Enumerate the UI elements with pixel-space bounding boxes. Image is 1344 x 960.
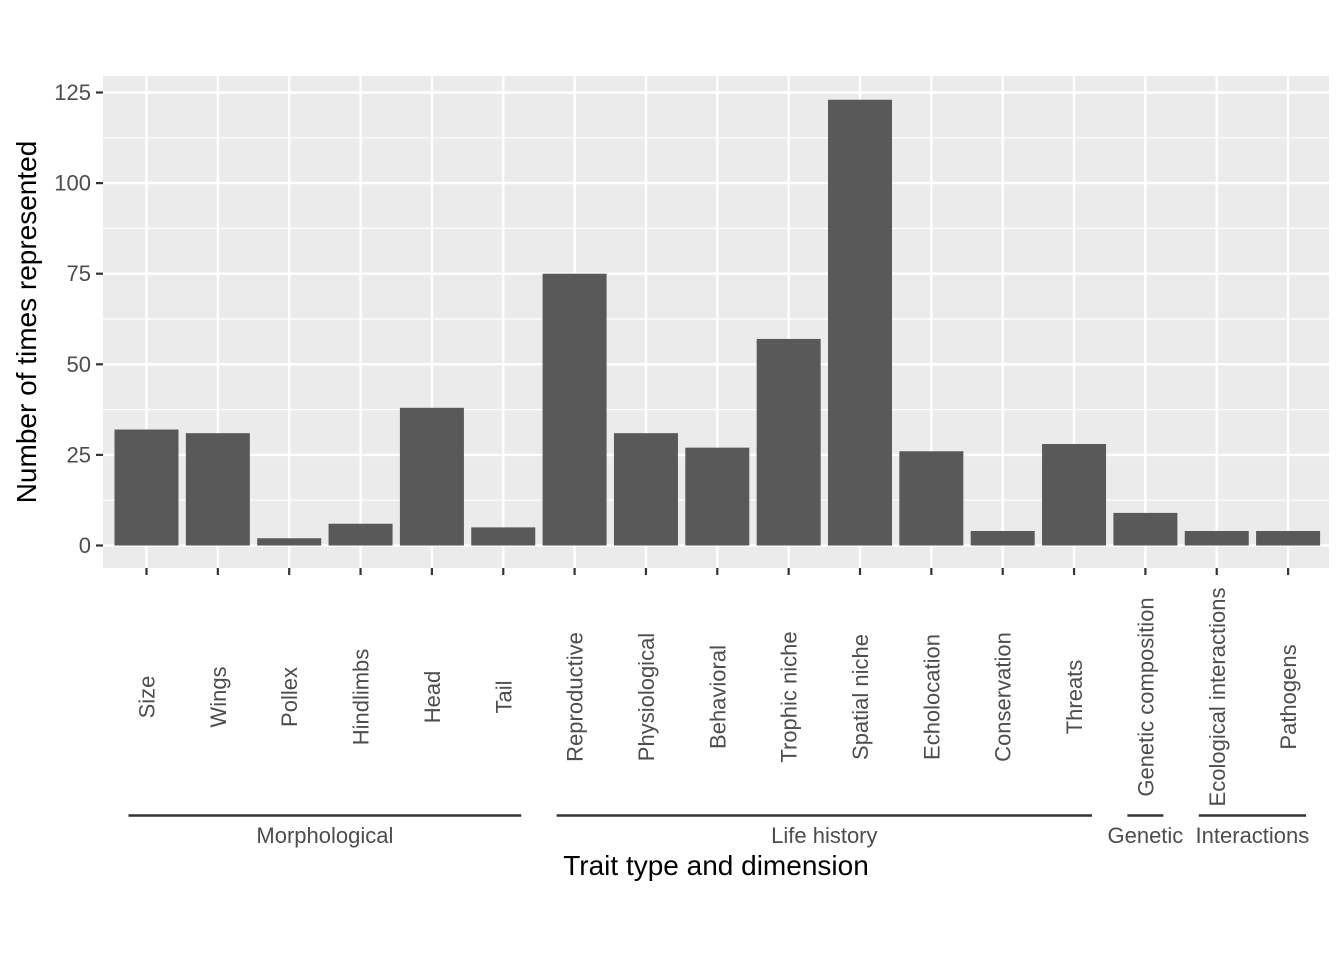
group-label: Genetic [1107,823,1183,848]
x-tick-label: Echolocation [919,634,944,760]
x-tick-label: Conservation [991,632,1016,762]
y-axis: 0 25 50 75 100 125 [54,80,103,558]
x-tick-label: Pollex [277,667,302,727]
y-tick-label: 0 [79,533,91,558]
bars [114,99,1321,546]
x-tick-label: Reproductive [563,632,588,762]
y-tick-label: 75 [67,261,91,286]
bar-threats [1042,444,1107,546]
group-brackets: Morphological Life history Genetic Interact… [128,814,1310,848]
group-label: Life history [771,823,877,848]
bar-ecological-interactions [1184,531,1249,546]
x-tick-label: Threats [1062,660,1087,735]
x-axis: Size Wings Pollex Hindlimbs Head Tail Reproduc… [135,568,1301,807]
bar-reproductive [542,273,607,546]
bar-wings [185,433,250,546]
bar-behavioral [685,447,750,546]
bar-genetic-composition [1113,512,1178,546]
y-tick-label: 125 [54,80,91,105]
x-tick-label: Hindlimbs [349,649,374,746]
x-tick-label: Genetic composition [1133,597,1158,796]
x-axis-title: Trait type and dimension [563,850,869,881]
bar-head [399,407,464,546]
x-tick-label: Size [135,676,160,719]
x-tick-label: Ecological interactions [1205,588,1230,807]
x-tick-label: Tail [491,680,516,713]
x-tick-label: Pathogens [1276,644,1301,749]
x-tick-label: Trophic niche [777,631,802,762]
group-label: Interactions [1196,823,1310,848]
x-tick-label: Head [420,671,445,724]
bar-hindlimbs [328,523,393,546]
bar-conservation [970,531,1035,546]
bar-spatial-niche [828,99,892,546]
x-tick-label: Physiological [634,633,659,761]
bar-size [114,429,179,546]
bar-trophic-niche [756,338,821,546]
bar-echolocation [899,451,964,546]
x-tick-label: Spatial niche [848,634,873,760]
bar-pollex [257,538,322,546]
x-tick-label: Behavioral [705,645,730,749]
bar-tail [471,527,536,546]
minor-gridlines [103,137,1329,501]
bar-physiological [613,433,678,546]
x-tick-label: Wings [206,666,231,727]
y-tick-label: 25 [67,442,91,467]
bar-pathogens [1256,531,1321,546]
y-axis-title: Number of times represented [11,141,42,504]
y-tick-label: 100 [54,171,91,196]
y-tick-label: 50 [67,352,91,377]
group-label: Morphological [256,823,393,848]
